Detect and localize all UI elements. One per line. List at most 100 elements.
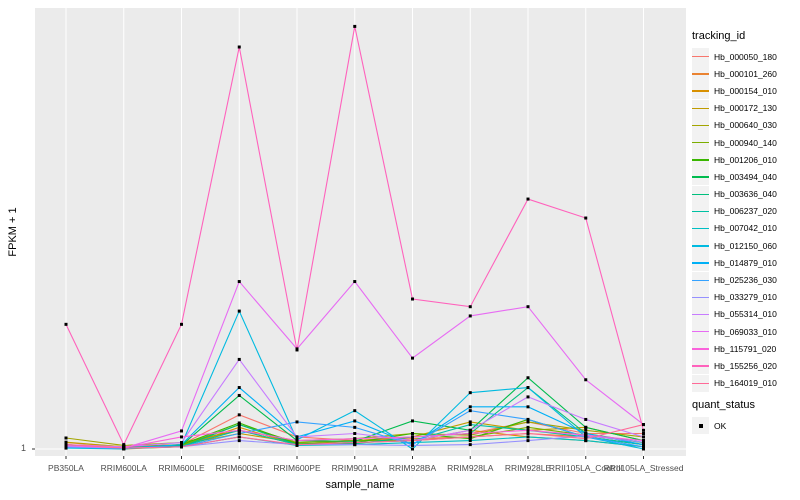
data-point-marker (237, 425, 241, 429)
legend-line-swatch (692, 142, 709, 144)
legend-key (692, 305, 709, 323)
legend-entry: Hb_033279_010 (692, 288, 798, 306)
data-point-marker (526, 386, 530, 390)
data-point-marker (237, 435, 241, 439)
legend-key (692, 116, 709, 134)
data-point-marker (64, 443, 68, 447)
legend-entry: Hb_006237_020 (692, 202, 798, 220)
y-axis-title: FPKM + 1 (7, 207, 19, 257)
legend-key (692, 340, 709, 358)
data-point-marker (642, 443, 645, 447)
x-axis-title: sample_name (325, 479, 395, 491)
legend-entry-list: OK (692, 417, 798, 435)
x-tick-label: PB350LA (48, 463, 84, 473)
data-point-marker (180, 322, 183, 326)
legend-line-swatch (692, 313, 709, 316)
data-point-marker (353, 24, 357, 28)
data-point-marker (353, 419, 357, 423)
data-point-marker (468, 439, 472, 443)
data-point-marker (353, 443, 357, 447)
legend-key (692, 151, 709, 169)
data-point-marker (468, 435, 472, 439)
data-point-marker (584, 433, 588, 437)
data-point-marker (468, 409, 472, 413)
legend-title: quant_status (692, 399, 755, 411)
legend-line-swatch (692, 245, 709, 247)
legend-entry: Hb_000172_130 (692, 99, 798, 117)
legend-title: tracking_id (692, 30, 746, 42)
legend-line-swatch (692, 279, 709, 281)
data-point-marker (237, 432, 241, 436)
legend-entry: Hb_155256_020 (692, 357, 798, 375)
data-point-marker (526, 405, 530, 409)
data-point-marker (295, 420, 299, 424)
legend-label: Hb_115791_020 (714, 343, 777, 354)
legend-key (692, 374, 709, 392)
data-point-marker (295, 348, 299, 352)
legend-entry: Hb_115791_020 (692, 340, 798, 358)
data-point-marker (468, 420, 472, 424)
data-point-marker (353, 432, 357, 436)
x-tick-label: RRIM600SE (215, 463, 263, 473)
data-point-marker (353, 425, 357, 429)
legend-key (692, 185, 709, 203)
legend-entry: Hb_000640_030 (692, 116, 798, 134)
data-point-marker (526, 395, 530, 399)
data-point-marker (468, 433, 472, 437)
data-point-marker (584, 439, 588, 443)
data-point-marker (584, 425, 588, 429)
data-point-marker (584, 417, 588, 421)
legend-entry: Hb_055314_010 (692, 305, 798, 323)
x-tick-label: RRIM600LA (100, 463, 147, 473)
data-point-marker (526, 432, 530, 436)
legend-key (692, 271, 709, 289)
x-tick-label: RRIM600PE (273, 463, 321, 473)
legend-label: Hb_001206_010 (714, 154, 777, 165)
data-point-marker (584, 216, 588, 220)
x-tick-label: RRII105LA_Control (548, 463, 623, 473)
x-tick-label: RRIM928LE (504, 463, 552, 473)
data-point-marker (642, 432, 645, 436)
data-point-marker (237, 413, 241, 417)
legend-key (692, 134, 709, 152)
data-point-marker (642, 439, 645, 443)
data-point-marker (237, 386, 241, 390)
data-point-marker (526, 417, 530, 421)
data-point-marker (642, 447, 645, 451)
legend-label: Hb_000101_260 (714, 68, 777, 79)
legend-label: Hb_012150_060 (714, 240, 777, 251)
legend-label: Hb_007042_010 (714, 223, 777, 234)
legend-entry: Hb_003494_040 (692, 168, 798, 186)
legend-label: Hb_055314_010 (714, 309, 777, 320)
legend-entry: Hb_001206_010 (692, 151, 798, 169)
data-point-marker (180, 429, 183, 433)
data-point-marker (584, 432, 588, 436)
legend-label: Hb_000154_010 (714, 85, 777, 96)
y-tick-label: 1 (20, 443, 26, 453)
data-point-marker (64, 322, 68, 326)
legend-entry: Hb_000940_140 (692, 134, 798, 152)
data-point-marker (526, 305, 530, 309)
data-point-marker (526, 439, 530, 443)
legend-line-swatch (692, 73, 709, 75)
legend-line-swatch (692, 124, 709, 127)
data-point-marker (526, 428, 530, 432)
legend-tracking-id: tracking_id Hb_000050_180 Hb_000101_260 Hb… (692, 30, 798, 392)
data-point-marker (237, 280, 241, 284)
legend-label: Hb_014879_010 (714, 257, 777, 268)
legend-key (692, 323, 709, 341)
legend-line-swatch (692, 159, 709, 161)
data-point-marker (180, 443, 183, 447)
legend-key (692, 168, 709, 186)
legend-entry: OK (692, 417, 798, 435)
data-point-marker (353, 441, 357, 445)
legend-line-swatch (692, 227, 709, 230)
data-point-marker (237, 393, 241, 397)
data-point-marker (642, 428, 645, 432)
data-point-marker (526, 197, 530, 201)
data-point-marker (237, 439, 241, 443)
legend-label: Hb_003636_040 (714, 189, 777, 200)
x-tick-label: RRIM928LA (447, 463, 494, 473)
data-point-marker (584, 428, 588, 432)
